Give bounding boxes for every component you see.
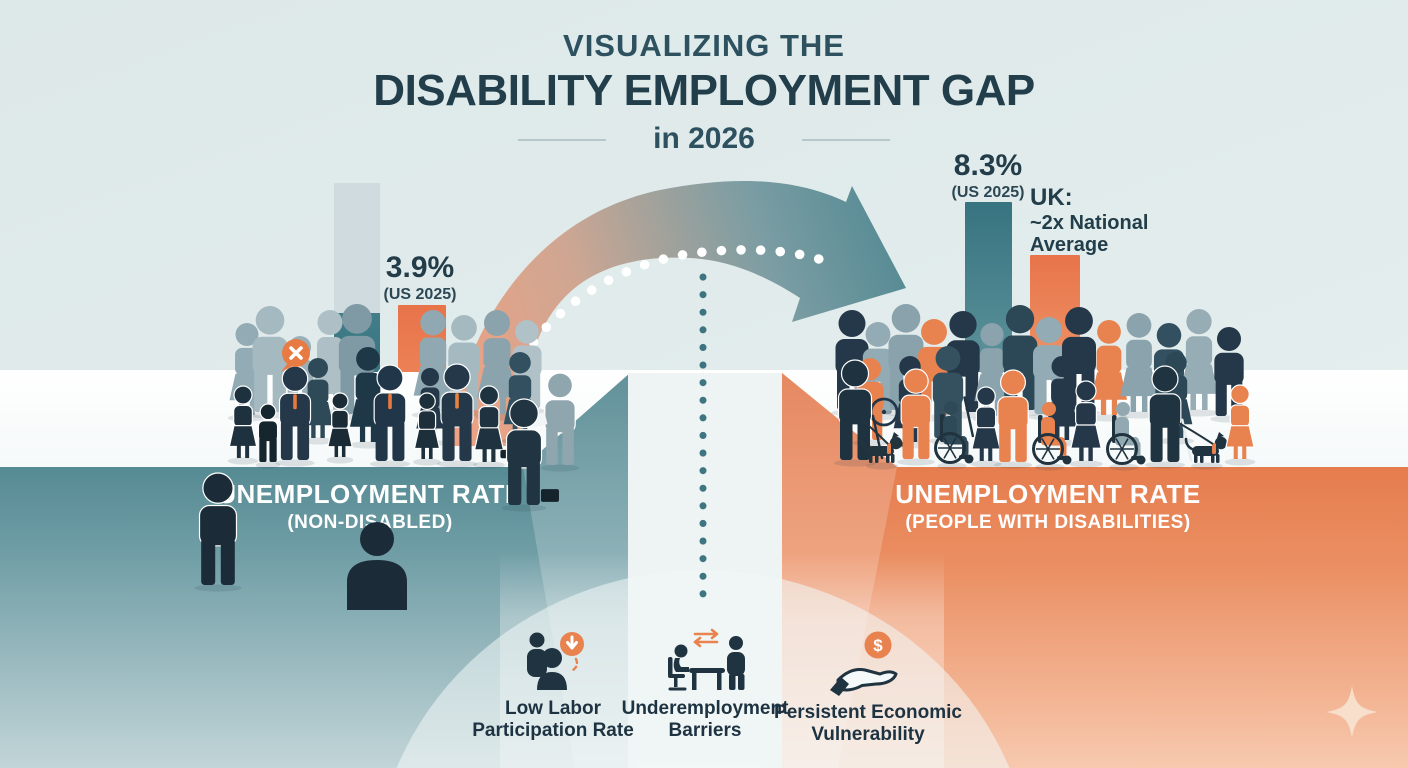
factor-3-line2: Vulnerability [811,724,925,745]
right-stat-value: 8.3% [953,149,1023,182]
factor-economic-vulnerability: $ Persistent Economic Vulnerability [763,628,973,746]
right-label-line1: UNEMPLOYMENT RATE [895,479,1201,509]
uk-note: UK: ~2x National Average [1030,184,1200,256]
factor-underemployment: Underemployment Barriers [600,628,810,742]
right-bar-teal [965,202,1012,372]
right-block-label: UNEMPLOYMENT RATE (PEOPLE WITH DISABILIT… [848,479,1248,534]
left-label-line1: UNEMPLOYMENT RATE [217,479,523,509]
left-block-label: UNEMPLOYMENT RATE (NON-DISABLED) [170,479,570,534]
factor-2-line2: Barriers [668,720,742,741]
right-stat: 8.3% (US 2025) [908,149,1068,202]
title-year: in 2026 [653,122,755,155]
page-title: DISABILITY EMPLOYMENT GAP [373,66,1035,115]
factor-2-line1: Underemployment [621,698,789,719]
left-label-line2: (NON-DISABLED) [287,512,453,533]
title-rule-left [518,139,606,141]
left-bar-teal-fill [334,313,380,372]
title-rule-right [802,139,890,141]
left-bar-orange [398,305,446,372]
dotted-arc-icon [517,245,827,363]
right-stat-context: (US 2025) [951,184,1025,201]
uk-note-line1: UK: [1030,184,1073,211]
left-stat-value: 3.9% [385,251,455,284]
factor-low-participation: Low Labor Participation Rate [448,628,658,742]
title-block: VISUALIZING THE DISABILITY EMPLOYMENT GA… [204,28,1204,156]
factor-label: Underemployment Barriers [600,698,810,742]
factor-1-line1: Low Labor [504,698,602,719]
uk-note-line3: Average [1030,234,1109,256]
factor-label: Persistent Economic Vulnerability [763,702,973,746]
title-kicker: VISUALIZING THE [563,28,845,63]
declining-worker-icon [527,632,584,690]
rejection-x-icon [281,339,310,372]
svg-text:$: $ [873,636,883,655]
sparkle-icon [1326,686,1378,738]
right-label-line2: (PEOPLE WITH DISABILITIES) [905,512,1191,533]
factor-3-line1: Persistent Economic [774,702,962,723]
factor-1-line2: Participation Rate [472,720,634,741]
left-stat-context: (US 2025) [383,286,457,303]
right-bar-orange [1030,255,1080,372]
interview-desk-icon [668,628,745,691]
left-stat: 3.9% (US 2025) [340,251,500,304]
factor-label: Low Labor Participation Rate [448,698,658,742]
uk-note-line2: ~2x National [1030,212,1149,234]
hand-coin-icon: $ [830,631,898,696]
